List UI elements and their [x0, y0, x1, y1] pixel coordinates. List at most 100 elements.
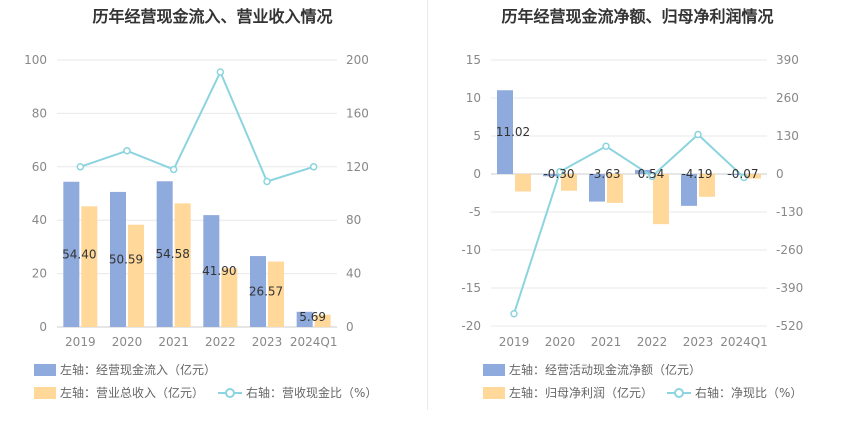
right-chart-plot: -20 -15 -10 -5 0 5 10 15 -520 -390 -260 -130 0 130 260…: [461, 53, 803, 349]
bar-data-label: 54.58: [155, 247, 189, 261]
y-right-tick-label: -520: [776, 319, 803, 333]
y-left-tick-label: 10: [466, 91, 481, 105]
x-tick-label: 2022: [205, 335, 236, 349]
left-chart-plot: 0 20 40 60 80 100 0 40 80 120 160 200 54.40 50.59 54.5…: [24, 53, 369, 349]
legend-swatch: [34, 386, 56, 399]
bar-data-label: 0.54: [638, 167, 665, 181]
ratio-point: [263, 177, 271, 186]
bar-data-label: 50.59: [109, 252, 143, 266]
x-tick-label: 2020: [545, 335, 576, 349]
legend-item-bar2[interactable]: 左轴：归母净利润（亿元）: [483, 384, 653, 401]
bar-data-label: 41.90: [202, 264, 236, 278]
chart-title: 历年经营现金流入、营业收入情况: [92, 7, 333, 26]
bar-primary: [635, 169, 651, 174]
y-right-tick-label: 390: [776, 53, 799, 67]
legend-label: 左轴：归母净利润（亿元）: [509, 386, 654, 400]
bar-secondary: [314, 314, 331, 327]
y-left-tick-label: -10: [461, 243, 481, 257]
bar-data-label: 26.57: [249, 285, 283, 299]
ratio-point: [123, 147, 131, 155]
ratio-point: [694, 130, 702, 139]
y-left-tick-label: 0: [473, 167, 481, 181]
bar-secondary: [515, 174, 531, 192]
bar-primary: [296, 311, 313, 327]
bar-secondary: [607, 174, 623, 203]
x-tick-label: 2019: [65, 335, 96, 349]
bar-data-label: 11.02: [496, 125, 530, 139]
y-left-tick-label: -15: [461, 281, 481, 295]
bar-secondary: [653, 174, 669, 225]
legend-label: 左轴：经营现金流入（亿元）: [60, 363, 217, 377]
bar-primary: [543, 174, 559, 177]
legend-item-bar2[interactable]: 左轴：营业总收入（亿元）: [34, 384, 204, 401]
ratio-line: [513, 133, 745, 315]
ratio-point: [602, 142, 610, 150]
legend-label: 右轴：营收现金比（%）: [246, 386, 378, 400]
x-tick-label: 2021: [591, 335, 622, 349]
bar-secondary: [128, 224, 144, 327]
x-tick-label: 2024Q1: [720, 335, 768, 349]
y-right-tick-label: 0: [346, 320, 354, 334]
chart-title: 历年经营现金流净额、归母净利润情况: [501, 7, 774, 26]
legend-label: 左轴：经营活动现金流净额（亿元）: [509, 363, 702, 377]
y-left-tick-label: 5: [473, 129, 481, 143]
legend-item-line[interactable]: 右轴：净现比（%）: [667, 384, 802, 401]
bar-data-label: 54.40: [62, 247, 96, 261]
bar-data-label: -0.30: [543, 167, 574, 181]
bar-secondary: [745, 174, 761, 179]
x-tick-label: 2019: [499, 335, 530, 349]
legend-item-bar1[interactable]: 左轴：经营活动现金流净额（亿元）: [483, 361, 701, 378]
bar-primary: [681, 174, 697, 206]
y-right-tick-label: 200: [346, 53, 369, 67]
y-left-tick-label: 40: [32, 213, 47, 227]
ratio-point: [740, 173, 748, 182]
y-right-tick-label: -260: [776, 243, 803, 257]
y-left-tick-label: 100: [24, 53, 47, 67]
panel-divider: [427, 0, 428, 410]
y-left-tick-label: 15: [466, 53, 481, 67]
bar-primary: [497, 90, 513, 174]
bar-secondary: [699, 174, 715, 197]
bar-data-label: -0.07: [727, 167, 758, 181]
legend-label: 左轴：营业总收入（亿元）: [60, 386, 205, 400]
y-left-tick-label: 0: [39, 320, 47, 334]
y-left-tick-label: -5: [469, 205, 481, 219]
y-right-tick-label: 0: [776, 167, 784, 181]
x-tick-label: 2021: [158, 335, 189, 349]
bar-secondary: [81, 206, 98, 327]
ratio-point: [510, 309, 518, 318]
bar-secondary: [561, 174, 577, 191]
bar-data-label: -3.63: [589, 167, 620, 181]
x-tick-label: 2020: [112, 335, 143, 349]
bar-primary: [250, 256, 266, 327]
x-tick-label: 2022: [637, 335, 668, 349]
legend-item-line[interactable]: 右轴：营收现金比（%）: [218, 384, 377, 401]
left-chart-panel: 历年经营现金流入、营业收入情况 0 20 40 60 80 100 0 40 80 120 160 2…: [24, 7, 377, 401]
bar-secondary: [268, 261, 284, 327]
legend-swatch: [483, 386, 505, 399]
ratio-point: [309, 163, 318, 171]
y-right-tick-label: 40: [346, 267, 361, 281]
bar-primary: [727, 174, 743, 175]
ratio-line: [80, 69, 314, 183]
ratio-point: [216, 68, 225, 76]
y-left-tick-label: -20: [461, 319, 481, 333]
y-right-tick-label: -130: [776, 205, 803, 219]
y-right-tick-label: 130: [776, 129, 799, 143]
x-tick-label: 2023: [683, 335, 714, 349]
y-right-tick-label: 80: [346, 213, 361, 227]
y-right-tick-label: 260: [776, 91, 799, 105]
bar-primary: [63, 181, 80, 327]
y-left-tick-label: 80: [32, 106, 47, 120]
right-chart-panel: 历年经营现金流净额、归母净利润情况 -20 -15 -10 -5 0 5 10 15 -520-…: [425, 0, 850, 437]
ratio-point: [556, 167, 564, 176]
bar-primary: [110, 191, 126, 327]
ratio-point: [76, 163, 85, 171]
bar-secondary: [221, 268, 238, 327]
y-right-tick-label: -390: [776, 281, 803, 295]
bar-data-label: -4.19: [681, 167, 712, 181]
x-tick-label: 2023: [252, 335, 283, 349]
legend-label: 右轴：净现比（%）: [695, 386, 803, 400]
bar-primary: [203, 215, 220, 327]
legend-item-bar1[interactable]: 左轴：经营现金流入（亿元）: [34, 361, 216, 378]
